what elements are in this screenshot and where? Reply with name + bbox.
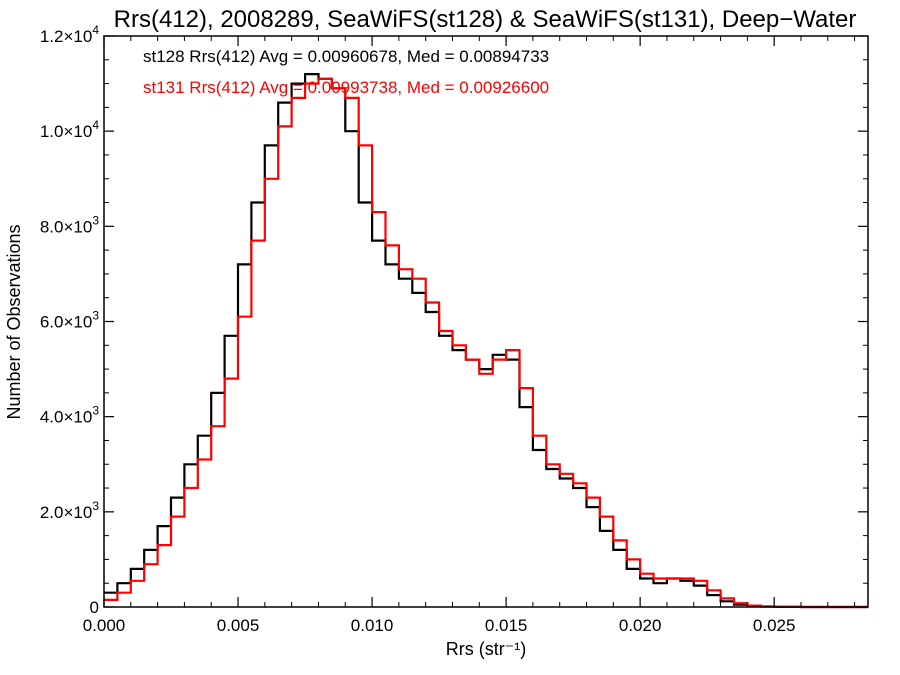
y-tick-label: 8.0×103: [40, 213, 99, 236]
series-line-st131: [104, 77, 868, 609]
x-axis-label: Rrs (str⁻¹): [446, 639, 526, 659]
y-tick-label: 1.2×104: [40, 23, 99, 46]
y-tick-label: 1.0×104: [40, 118, 99, 141]
y-tick-label: 6.0×103: [40, 309, 99, 332]
y-tick-label: 4.0×103: [40, 404, 99, 427]
x-tick-label: 0.000: [83, 616, 126, 635]
series-line-st128: [104, 73, 868, 609]
x-tick-label: 0.005: [217, 616, 260, 635]
tick-layer: 0.000 0.005 0.010 0.015 0.020 0.025 0 2.0×103 4.…: [40, 23, 868, 635]
y-tick-label: 0: [90, 598, 99, 617]
x-tick-label: 0.020: [619, 616, 662, 635]
annotation-st128: st128 Rrs(412) Avg = 0.00960678, Med = 0…: [143, 47, 549, 66]
y-tick-label: 2.0×103: [40, 499, 99, 522]
x-tick-label: 0.010: [351, 616, 394, 635]
chart-title: Rrs(412), 2008289, SeaWiFS(st128) & SeaW…: [114, 6, 857, 33]
x-tick-label: 0.025: [753, 616, 796, 635]
series-layer: [104, 73, 868, 609]
annotation-st131: st131 Rrs(412) Avg = 0.00993738, Med = 0…: [143, 78, 549, 97]
y-axis-label: Number of Observations: [4, 224, 24, 419]
x-tick-label: 0.015: [485, 616, 528, 635]
